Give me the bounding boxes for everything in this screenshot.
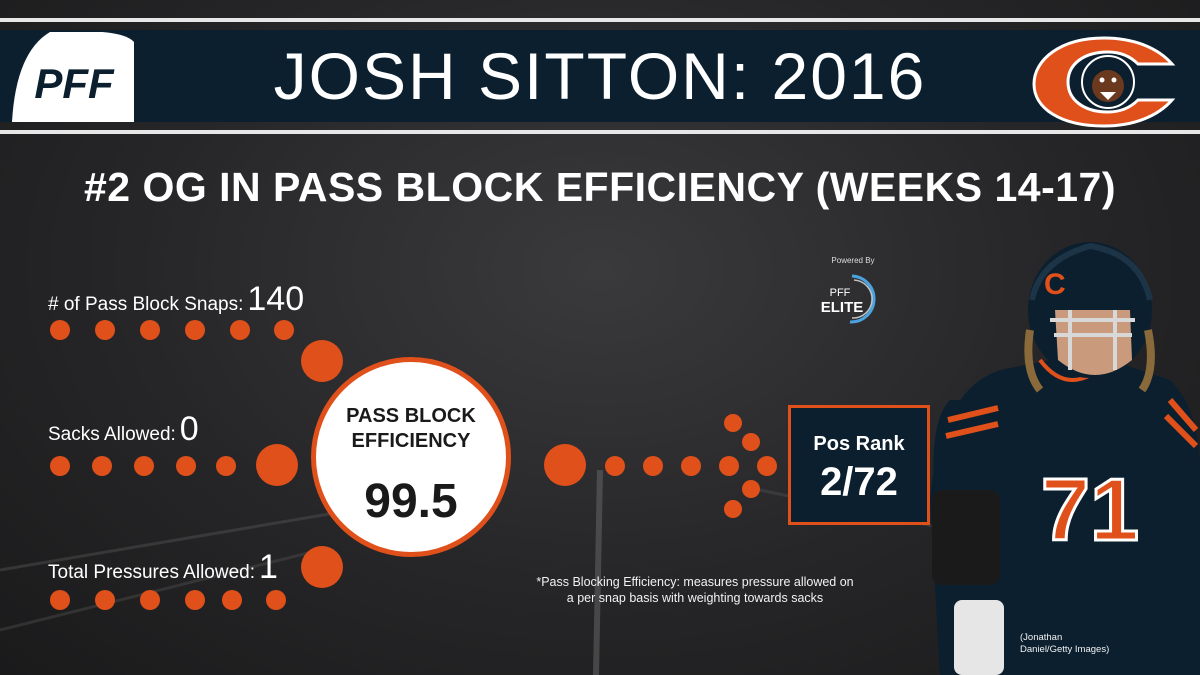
photo-credit-line2: Daniel/Getty Images)	[1020, 644, 1110, 655]
photo-credit-line1: (Jonathan	[1020, 632, 1063, 643]
pff-logo-text: PFF	[34, 60, 115, 107]
elite-logo-line1: PFF	[830, 287, 851, 299]
rank-value: 2/72	[820, 460, 898, 504]
flow-dot	[230, 320, 250, 340]
top-stripe	[0, 18, 1200, 22]
flow-dot	[216, 456, 236, 476]
flow-dot	[50, 456, 70, 476]
flow-dot	[185, 590, 205, 610]
footnote-line1: *Pass Blocking Efficiency: measures pres…	[536, 575, 854, 589]
flow-dot	[50, 590, 70, 610]
flow-dot	[140, 590, 160, 610]
footnote: *Pass Blocking Efficiency: measures pres…	[520, 574, 870, 606]
jersey-number: 71	[1041, 460, 1139, 559]
flow-dot	[95, 590, 115, 610]
photo-credit: (Jonathan Daniel/Getty Images)	[1020, 632, 1109, 656]
pass-block-efficiency-circle: PASS BLOCK EFFICIENCY 99.5	[311, 357, 511, 557]
flow-dot	[301, 340, 343, 382]
svg-text:C: C	[1044, 268, 1066, 301]
bottom-stripe	[0, 130, 1200, 134]
flow-dot	[643, 456, 663, 476]
stat-label: # of Pass Block Snaps:	[48, 294, 244, 315]
pff-elite-logo: PFF ELITE	[821, 274, 876, 324]
efficiency-title-line2: EFFICIENCY	[351, 430, 471, 452]
flow-dot	[256, 444, 298, 486]
flow-dot	[724, 414, 742, 432]
powered-by-label: Powered By	[831, 256, 875, 265]
elite-logo-line2: ELITE	[821, 299, 864, 316]
efficiency-value: 99.5	[364, 475, 458, 528]
flow-dot	[176, 456, 196, 476]
bears-logo-icon	[1032, 36, 1176, 128]
stat-label: Total Pressures Allowed:	[48, 562, 255, 583]
flow-dot	[544, 444, 586, 486]
flow-dot	[134, 456, 154, 476]
title-banner	[0, 30, 1200, 122]
flow-dot	[50, 320, 70, 340]
footnote-line2: a per snap basis with weighting towards …	[566, 591, 824, 605]
flow-dot	[92, 456, 112, 476]
stat-pass-block-snaps: # of Pass Block Snaps: 140	[48, 280, 304, 319]
flow-dot	[681, 456, 701, 476]
stat-total-pressures: Total Pressures Allowed: 1	[48, 548, 278, 587]
flow-dot	[274, 320, 294, 340]
position-rank-box: Pos Rank 2/72	[788, 405, 930, 525]
flow-dot	[719, 456, 739, 476]
player-photo: C 71	[930, 242, 1200, 675]
flow-dot	[605, 456, 625, 476]
efficiency-title: PASS BLOCK EFFICIENCY	[316, 404, 506, 454]
flow-dot	[185, 320, 205, 340]
page-title: JOSH SITTON: 2016	[273, 39, 927, 113]
stat-value: 0	[179, 410, 199, 448]
pff-logo: PFF	[12, 32, 134, 122]
stat-value: 140	[247, 280, 305, 318]
stat-sacks-allowed: Sacks Allowed: 0	[48, 410, 199, 449]
flow-dot	[742, 433, 760, 451]
rank-label: Pos Rank	[813, 433, 905, 455]
flow-dot	[95, 320, 115, 340]
flow-dot	[301, 546, 343, 588]
subtitle: #2 OG IN PASS BLOCK EFFICIENCY (WEEKS 14…	[83, 164, 1116, 210]
flow-dot	[742, 480, 760, 498]
stat-label: Sacks Allowed:	[48, 424, 176, 445]
stat-value: 1	[259, 548, 278, 586]
flow-dot	[724, 500, 742, 518]
efficiency-title-line1: PASS BLOCK	[346, 405, 476, 427]
flow-dot	[140, 320, 160, 340]
flow-dot	[266, 590, 286, 610]
flow-dot	[222, 590, 242, 610]
flow-dot	[757, 456, 777, 476]
